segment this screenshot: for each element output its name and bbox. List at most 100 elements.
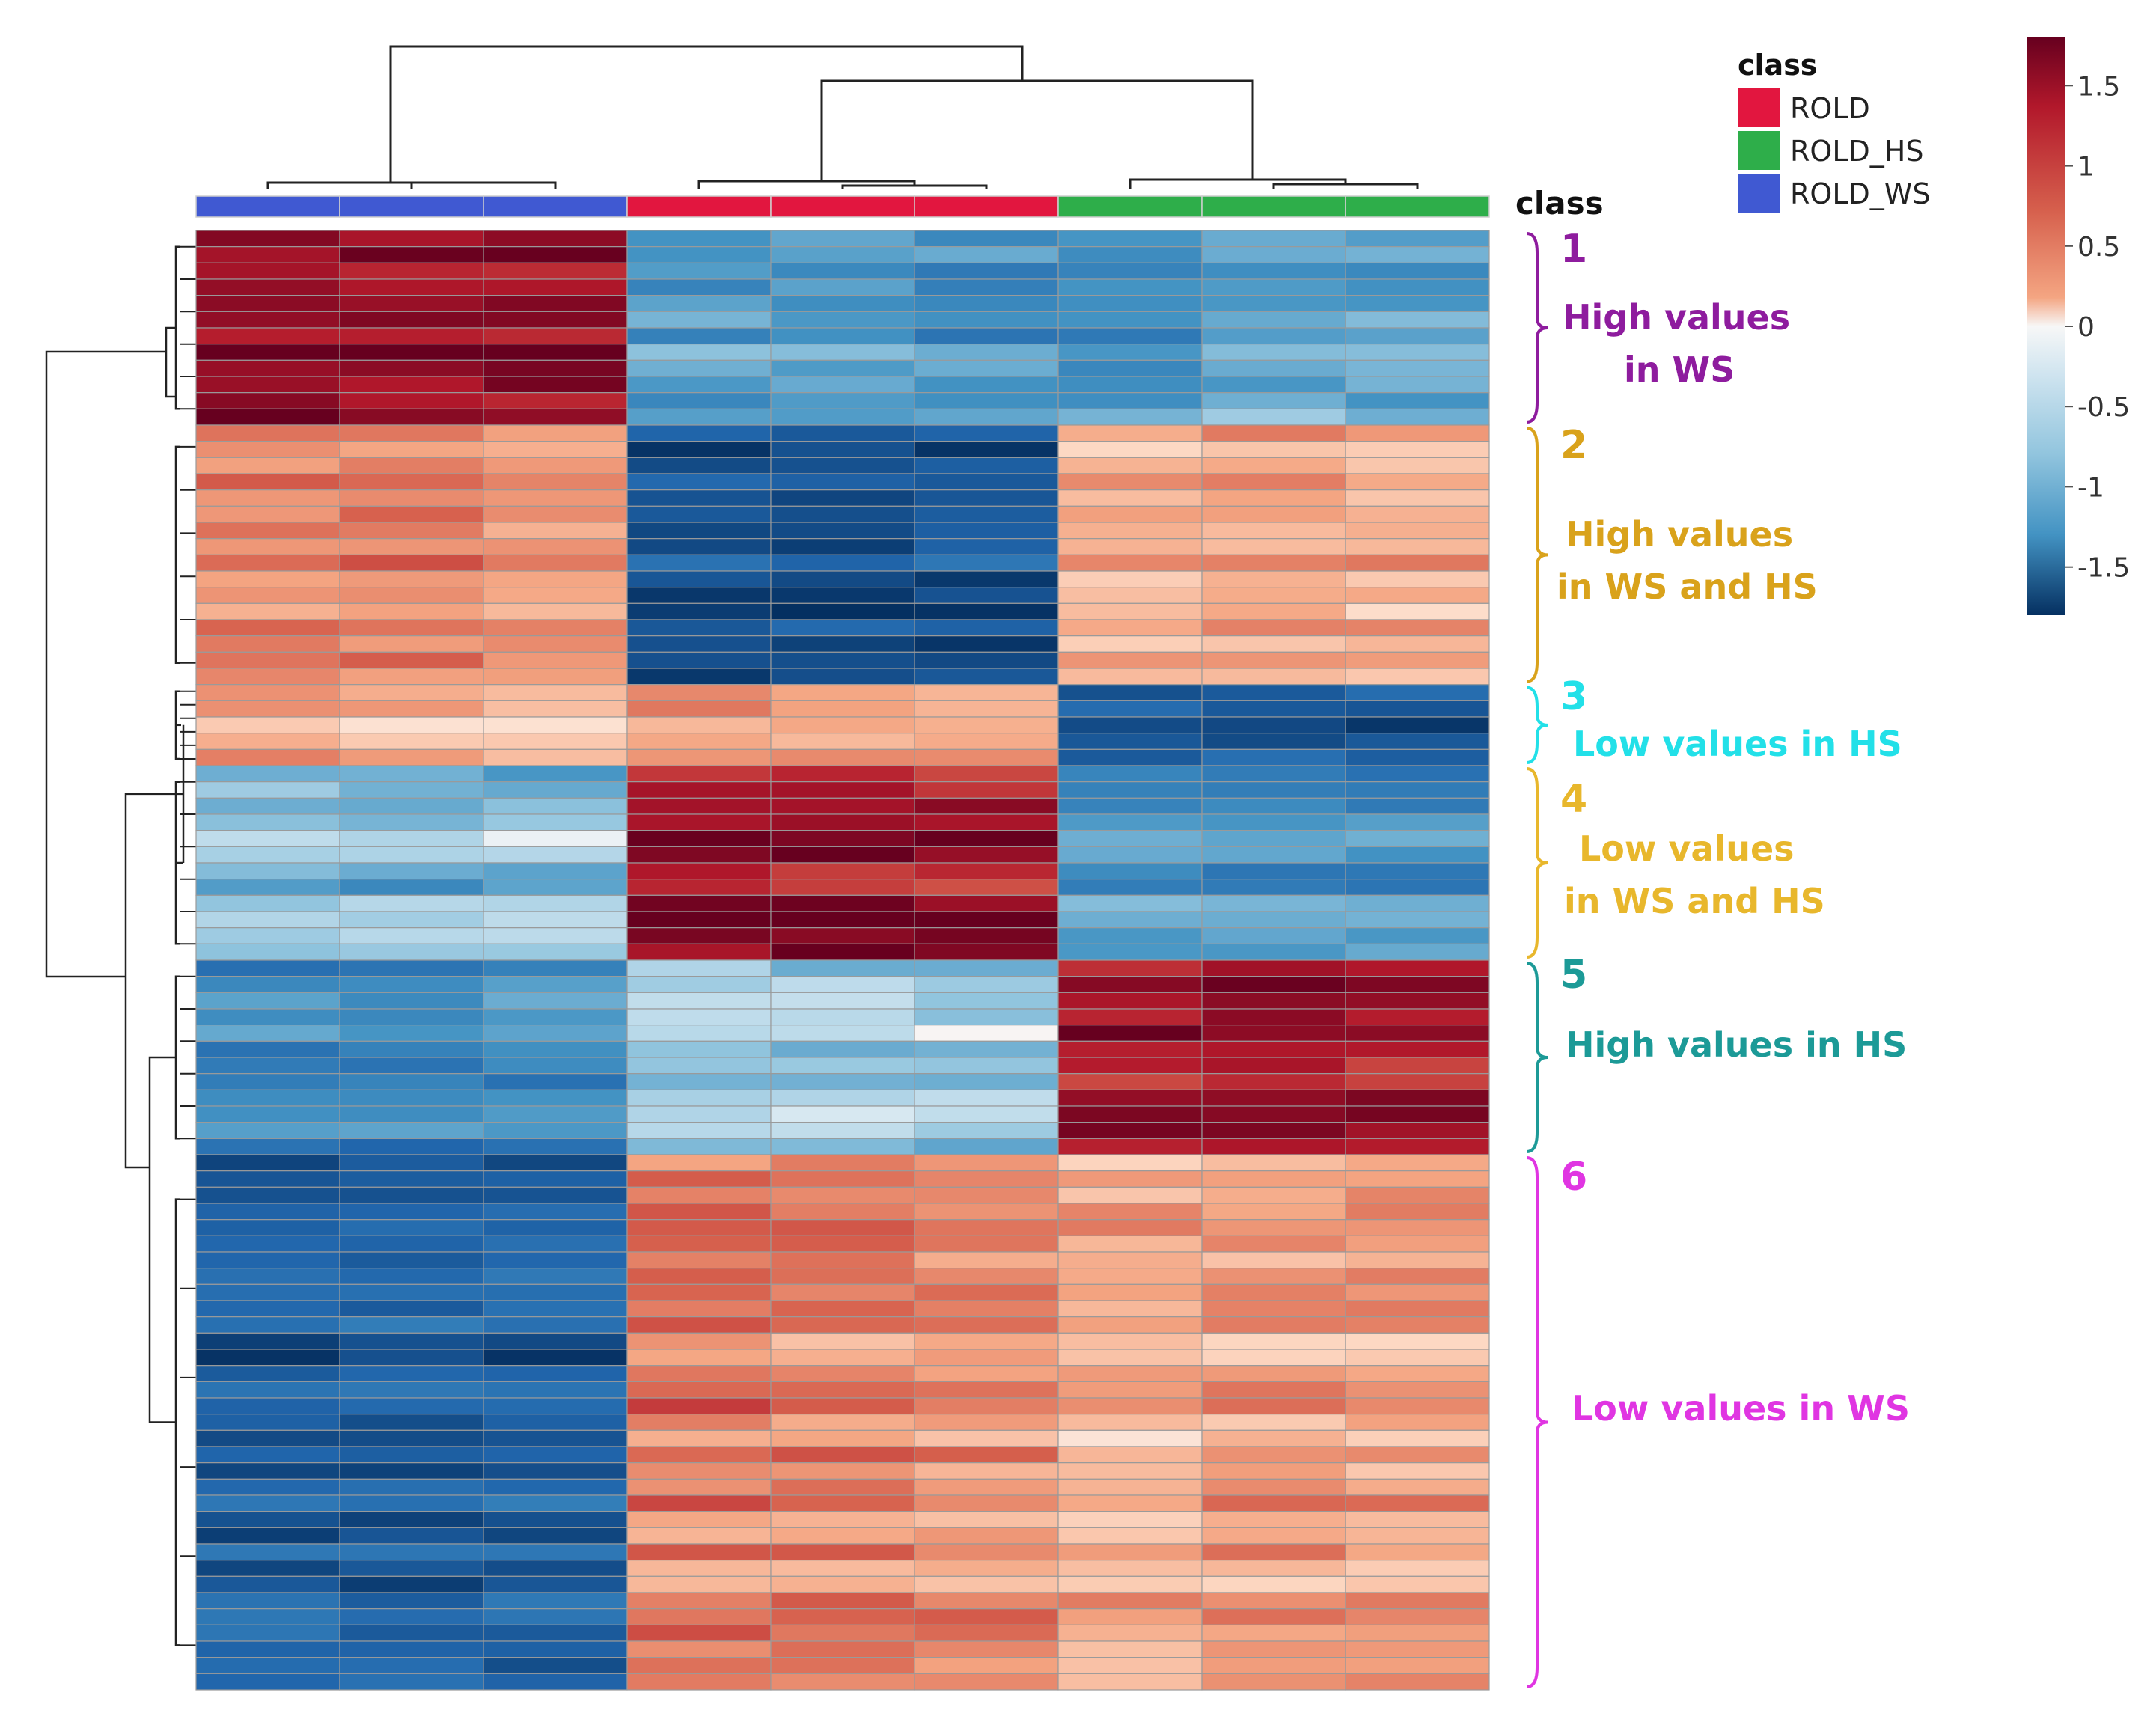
- heatmap-cell: [770, 651, 915, 669]
- heatmap-cell: [483, 1365, 628, 1382]
- heatmap-cell: [339, 1446, 484, 1464]
- heatmap-cell: [1201, 1397, 1346, 1415]
- heatmap-cell: [770, 1462, 915, 1480]
- heatmap-cell: [195, 1235, 340, 1253]
- heatmap-cell: [1057, 392, 1203, 409]
- heatmap-cell: [770, 1040, 915, 1058]
- heatmap-cell: [626, 1462, 772, 1480]
- heatmap-cell: [483, 976, 628, 993]
- heatmap-cell: [195, 1349, 340, 1367]
- cluster-description: High values in HS: [1566, 1025, 1907, 1065]
- heatmap-cell: [195, 976, 340, 993]
- heatmap-cell: [914, 1170, 1059, 1188]
- heatmap-cell: [195, 1251, 340, 1269]
- heatmap-cell: [483, 943, 628, 961]
- heatmap-cell: [1201, 1203, 1346, 1221]
- heatmap-cell: [483, 1478, 628, 1496]
- heatmap-cell: [483, 1089, 628, 1107]
- heatmap-cell: [1057, 262, 1203, 280]
- heatmap-cell: [339, 262, 484, 280]
- heatmap-cell: [1057, 538, 1203, 555]
- heatmap-cell: [195, 1673, 340, 1691]
- heatmap-cell: [626, 570, 772, 588]
- heatmap-cell: [195, 587, 340, 604]
- heatmap-cell: [339, 1478, 484, 1496]
- heatmap-cell: [195, 1300, 340, 1318]
- heatmap-cell: [195, 651, 340, 669]
- heatmap-cell: [626, 651, 772, 669]
- class-legend: class ROLD ROLD_HS ROLD_WS: [1738, 49, 1930, 213]
- heatmap-cell: [1057, 879, 1203, 896]
- heatmap-cell: [1345, 927, 1490, 944]
- heatmap-cell: [1201, 327, 1346, 345]
- heatmap-cell: [1201, 1478, 1346, 1496]
- heatmap-cell: [770, 1478, 915, 1496]
- heatmap-cell: [195, 716, 340, 734]
- heatmap-cell: [914, 1560, 1059, 1577]
- heatmap-cell: [483, 602, 628, 620]
- colorbar-gradient: [2027, 37, 2065, 615]
- heatmap-cell: [1201, 959, 1346, 977]
- heatmap-cell: [339, 668, 484, 686]
- heatmap-cell: [1345, 911, 1490, 929]
- heatmap-cell: [770, 505, 915, 523]
- heatmap-cell: [770, 1657, 915, 1674]
- heatmap-cell: [1057, 1170, 1203, 1188]
- heatmap-cell: [339, 1122, 484, 1139]
- heatmap-cell: [483, 1527, 628, 1545]
- heatmap-cell: [914, 1640, 1059, 1658]
- heatmap-cell: [1057, 1122, 1203, 1139]
- heatmap-cell: [626, 781, 772, 799]
- heatmap-cell: [1057, 473, 1203, 491]
- heatmap-cell: [195, 1657, 340, 1674]
- heatmap-cell: [1345, 1300, 1490, 1318]
- heatmap-cell: [1057, 1316, 1203, 1334]
- heatmap-cell: [770, 927, 915, 944]
- heatmap-cell: [914, 1397, 1059, 1415]
- heatmap-cell: [1201, 911, 1346, 929]
- column-dendrogram-branch: [841, 184, 988, 189]
- heatmap-cell: [483, 1673, 628, 1691]
- heatmap-cell: [626, 619, 772, 637]
- heatmap-cell: [483, 1462, 628, 1480]
- heatmap-cell: [195, 668, 340, 686]
- cluster-number: 5: [1560, 953, 1587, 998]
- heatmap-cell: [1201, 1462, 1346, 1480]
- heatmap-cell: [770, 797, 915, 815]
- heatmap-cell: [483, 635, 628, 653]
- heatmap-cell: [1345, 262, 1490, 280]
- heatmap-cell: [483, 716, 628, 734]
- heatmap-cell: [339, 1268, 484, 1285]
- heatmap-cell: [195, 1138, 340, 1155]
- heatmap-cell: [339, 522, 484, 540]
- heatmap-cell: [339, 1592, 484, 1610]
- heatmap-cell: [1201, 1624, 1346, 1642]
- heatmap-cell: [195, 1446, 340, 1464]
- heatmap-cell: [626, 311, 772, 329]
- heatmap-cell: [914, 830, 1059, 847]
- heatmap-cell: [483, 1640, 628, 1658]
- heatmap-cell: [914, 700, 1059, 718]
- heatmap-cell: [339, 1219, 484, 1236]
- heatmap-cell: [914, 1478, 1059, 1496]
- heatmap-cell: [914, 489, 1059, 507]
- heatmap-cell: [339, 1349, 484, 1367]
- heatmap-cell: [626, 700, 772, 718]
- heatmap-cell: [1201, 1170, 1346, 1188]
- heatmap-cell: [770, 473, 915, 491]
- heatmap-cell: [339, 1170, 484, 1188]
- heatmap-cell: [483, 619, 628, 637]
- heatmap-cell: [1345, 376, 1490, 394]
- heatmap-cell: [1057, 1186, 1203, 1204]
- heatmap-cell: [195, 1154, 340, 1172]
- row-dendrogram-branch: [174, 1198, 180, 1646]
- heatmap-cell: [626, 489, 772, 507]
- heatmap-cell: [1345, 1186, 1490, 1204]
- heatmap-cell: [770, 1494, 915, 1512]
- heatmap-cell: [1201, 1494, 1346, 1512]
- heatmap-cell: [770, 1154, 915, 1172]
- cluster-description: in WS: [1624, 349, 1735, 390]
- heatmap-cell: [1201, 587, 1346, 604]
- heatmap-cell: [339, 1089, 484, 1107]
- heatmap-cell: [1345, 1592, 1490, 1610]
